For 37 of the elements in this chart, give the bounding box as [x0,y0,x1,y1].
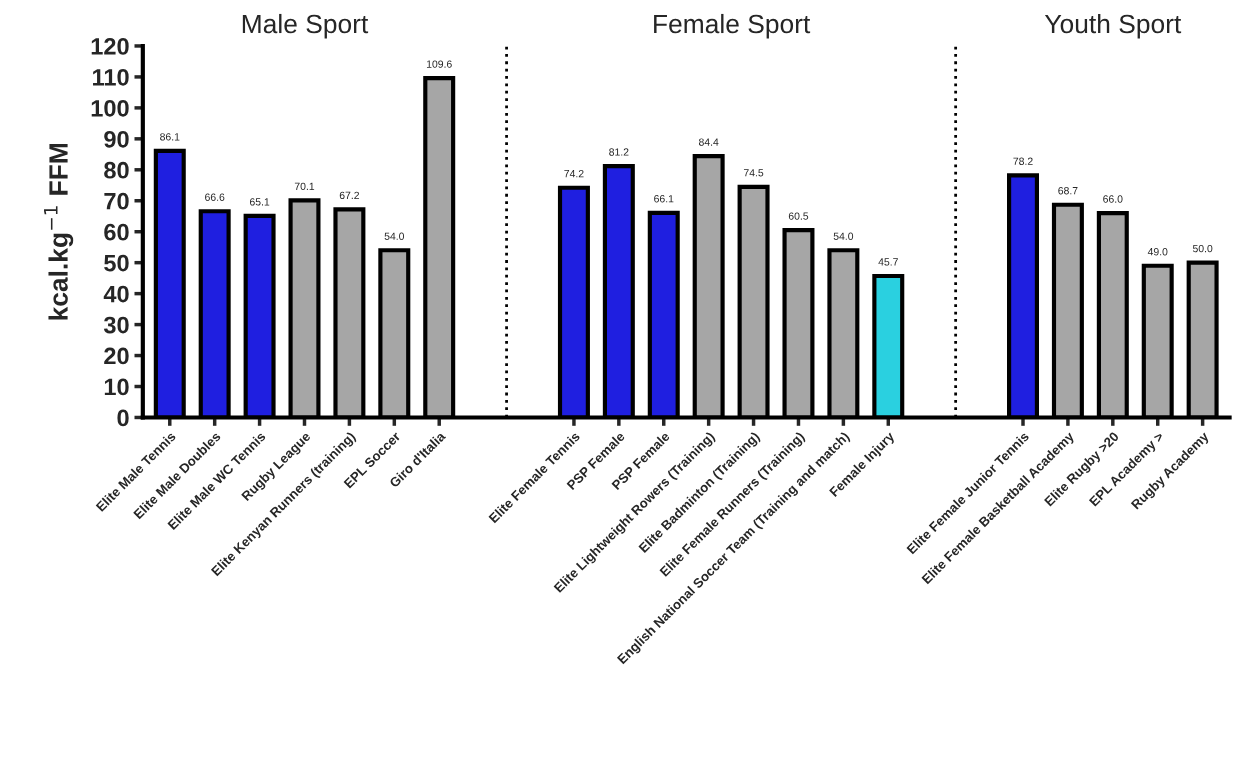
data-label: 70.1 [294,182,315,191]
y-tick-label: 60 [104,223,129,241]
data-label: 74.2 [564,169,584,178]
data-label: 66.6 [205,193,225,201]
y-tick-label: 20 [104,347,129,365]
data-label: 81.2 [609,148,629,156]
text: Female Sport [654,13,811,39]
y-tick-label: 90 [104,130,129,148]
y-tick-label: 100 [91,99,129,117]
data-label: 86.1 [160,133,180,141]
data-label: 66.1 [654,195,674,203]
data-label: 67.2 [339,191,360,200]
data-label: 50.0 [1192,244,1213,253]
y-tick-label: 0 [117,409,129,427]
data-label: 74.5 [743,169,764,177]
text: Male Sport [242,13,369,39]
data-label: 54.0 [833,232,854,240]
y-axis-title: kcal.kg$^{−1}$ FFM [44,143,74,320]
data-label: 65.1 [249,198,270,206]
y-tick-label: 30 [103,316,129,334]
data-label: 66.0 [1103,195,1123,203]
y-tick-label: 50 [104,254,129,272]
y-tick-label: 110 [93,68,129,86]
data-label: 78.2 [1013,157,1033,165]
y-tick-label: 10 [104,378,129,396]
y-tick-label: 120 [91,38,129,55]
y-tick-label: 80 [104,161,129,179]
text: Youth Sport [1044,13,1182,39]
data-label: 49.0 [1147,248,1168,256]
data-label: 60.5 [788,212,809,220]
data-label: 84.4 [698,138,719,146]
data-label: 45.7 [878,258,898,266]
data-label: 109.6 [426,60,452,68]
data-label: 54.0 [384,232,405,240]
data-label: 68.7 [1058,187,1078,195]
y-tick-label: 40 [103,285,129,303]
y-tick-label: 70 [104,192,129,210]
